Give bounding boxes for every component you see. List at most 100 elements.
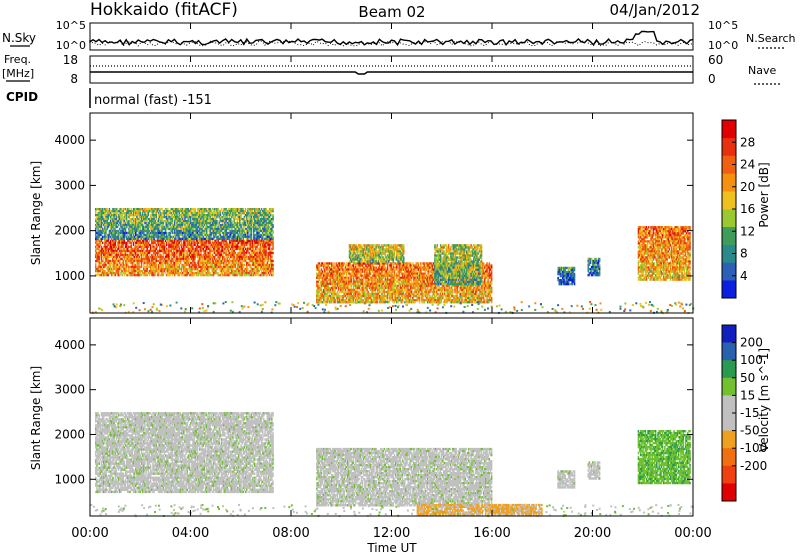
power-cell — [225, 219, 227, 223]
power-cell — [205, 271, 208, 275]
power-cell — [240, 271, 242, 275]
power-cell — [117, 210, 120, 213]
power-cell — [223, 237, 225, 241]
power-cell — [188, 251, 191, 255]
power-cell — [224, 223, 226, 227]
power-cell — [252, 239, 255, 243]
power-cell — [194, 243, 196, 247]
power-cell — [341, 296, 343, 300]
power-cell — [127, 257, 129, 261]
power-cell — [188, 247, 191, 251]
power-cell — [349, 268, 351, 271]
power-cell — [223, 210, 225, 213]
date-title: 04/Jan/2012 — [610, 1, 701, 19]
power-cell — [232, 223, 234, 227]
power-cell — [211, 263, 214, 267]
power-cell — [320, 262, 323, 265]
power-cell — [272, 273, 274, 277]
power-cell — [112, 210, 114, 213]
power-cell — [120, 231, 122, 235]
power-cell — [109, 235, 112, 239]
power-cell — [214, 255, 216, 259]
power-cell — [357, 294, 359, 298]
power-cell — [146, 219, 148, 223]
power-cell — [222, 241, 224, 245]
power-cell — [217, 271, 219, 275]
power-cell — [256, 227, 258, 231]
power-cell — [267, 271, 270, 275]
power-cell — [323, 278, 325, 281]
power-cell — [173, 249, 176, 253]
power-cell — [104, 223, 106, 227]
power-cell — [98, 259, 100, 263]
power-cell — [196, 214, 199, 217]
power-cell — [100, 221, 103, 225]
power-cell — [143, 225, 145, 229]
power-cell — [320, 286, 323, 290]
power-cell — [186, 229, 188, 233]
power-cell — [113, 237, 115, 241]
power-cell — [218, 255, 220, 259]
power-cell — [200, 231, 202, 235]
power-cell — [95, 212, 97, 215]
power-cell — [193, 253, 195, 257]
power-cell — [185, 214, 187, 217]
power-cell — [164, 225, 167, 229]
power-cell — [95, 269, 97, 273]
power-cell — [168, 241, 170, 245]
power-cell — [127, 221, 129, 225]
power-cell — [175, 215, 177, 219]
power-cell — [212, 265, 215, 269]
power-cell — [344, 264, 347, 267]
power-cell — [242, 259, 244, 263]
power-cell — [99, 210, 102, 213]
power-cell — [193, 271, 195, 275]
power-cell — [329, 272, 332, 275]
power-cell — [320, 296, 323, 300]
power-cell — [178, 223, 180, 227]
power-cell — [264, 219, 266, 223]
power-cell — [172, 227, 175, 231]
power-cell — [207, 259, 209, 263]
power-cell — [165, 215, 168, 219]
power-cell — [234, 241, 236, 245]
power-cell — [345, 292, 348, 296]
power-cell — [247, 249, 249, 253]
power-cell — [183, 210, 185, 213]
power-cell — [148, 265, 151, 269]
power-cell — [160, 221, 162, 225]
power-cell — [133, 239, 136, 243]
power-cell — [352, 262, 355, 265]
power-cell — [177, 215, 179, 219]
power-cell — [109, 215, 112, 219]
power-cell — [342, 264, 344, 267]
power-cell — [228, 265, 231, 269]
power-cell — [197, 229, 200, 233]
power-cell — [189, 208, 192, 211]
power-cell — [117, 239, 120, 243]
power-cell — [356, 274, 358, 277]
power-cell — [108, 241, 111, 245]
power-cell — [242, 245, 244, 249]
power-cell — [226, 223, 228, 227]
power-cell — [342, 299, 344, 302]
power-cell — [256, 249, 258, 253]
power-cell — [191, 239, 193, 243]
power-cell — [356, 270, 358, 273]
power-cell — [217, 245, 219, 249]
power-cell — [160, 263, 162, 267]
power-cell — [359, 288, 361, 292]
power-cell — [230, 231, 232, 235]
power-cell — [192, 249, 194, 253]
power-cell — [258, 210, 260, 213]
power-cell — [201, 212, 203, 215]
power-cell — [179, 267, 182, 271]
power-cell — [98, 214, 100, 217]
power-cell — [196, 229, 199, 233]
power-cell — [180, 210, 183, 213]
power-cell — [262, 235, 264, 239]
power-cell — [131, 249, 134, 253]
power-cell — [326, 272, 328, 275]
power-cell — [168, 251, 170, 255]
power-cell — [325, 292, 327, 296]
